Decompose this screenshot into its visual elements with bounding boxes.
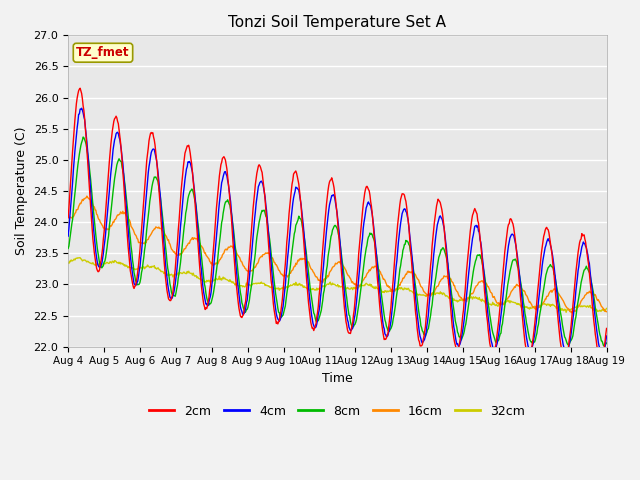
Legend: 2cm, 4cm, 8cm, 16cm, 32cm: 2cm, 4cm, 8cm, 16cm, 32cm [145, 400, 531, 423]
Text: TZ_fmet: TZ_fmet [76, 46, 130, 59]
X-axis label: Time: Time [322, 372, 353, 385]
Title: Tonzi Soil Temperature Set A: Tonzi Soil Temperature Set A [228, 15, 446, 30]
Y-axis label: Soil Temperature (C): Soil Temperature (C) [15, 127, 28, 255]
